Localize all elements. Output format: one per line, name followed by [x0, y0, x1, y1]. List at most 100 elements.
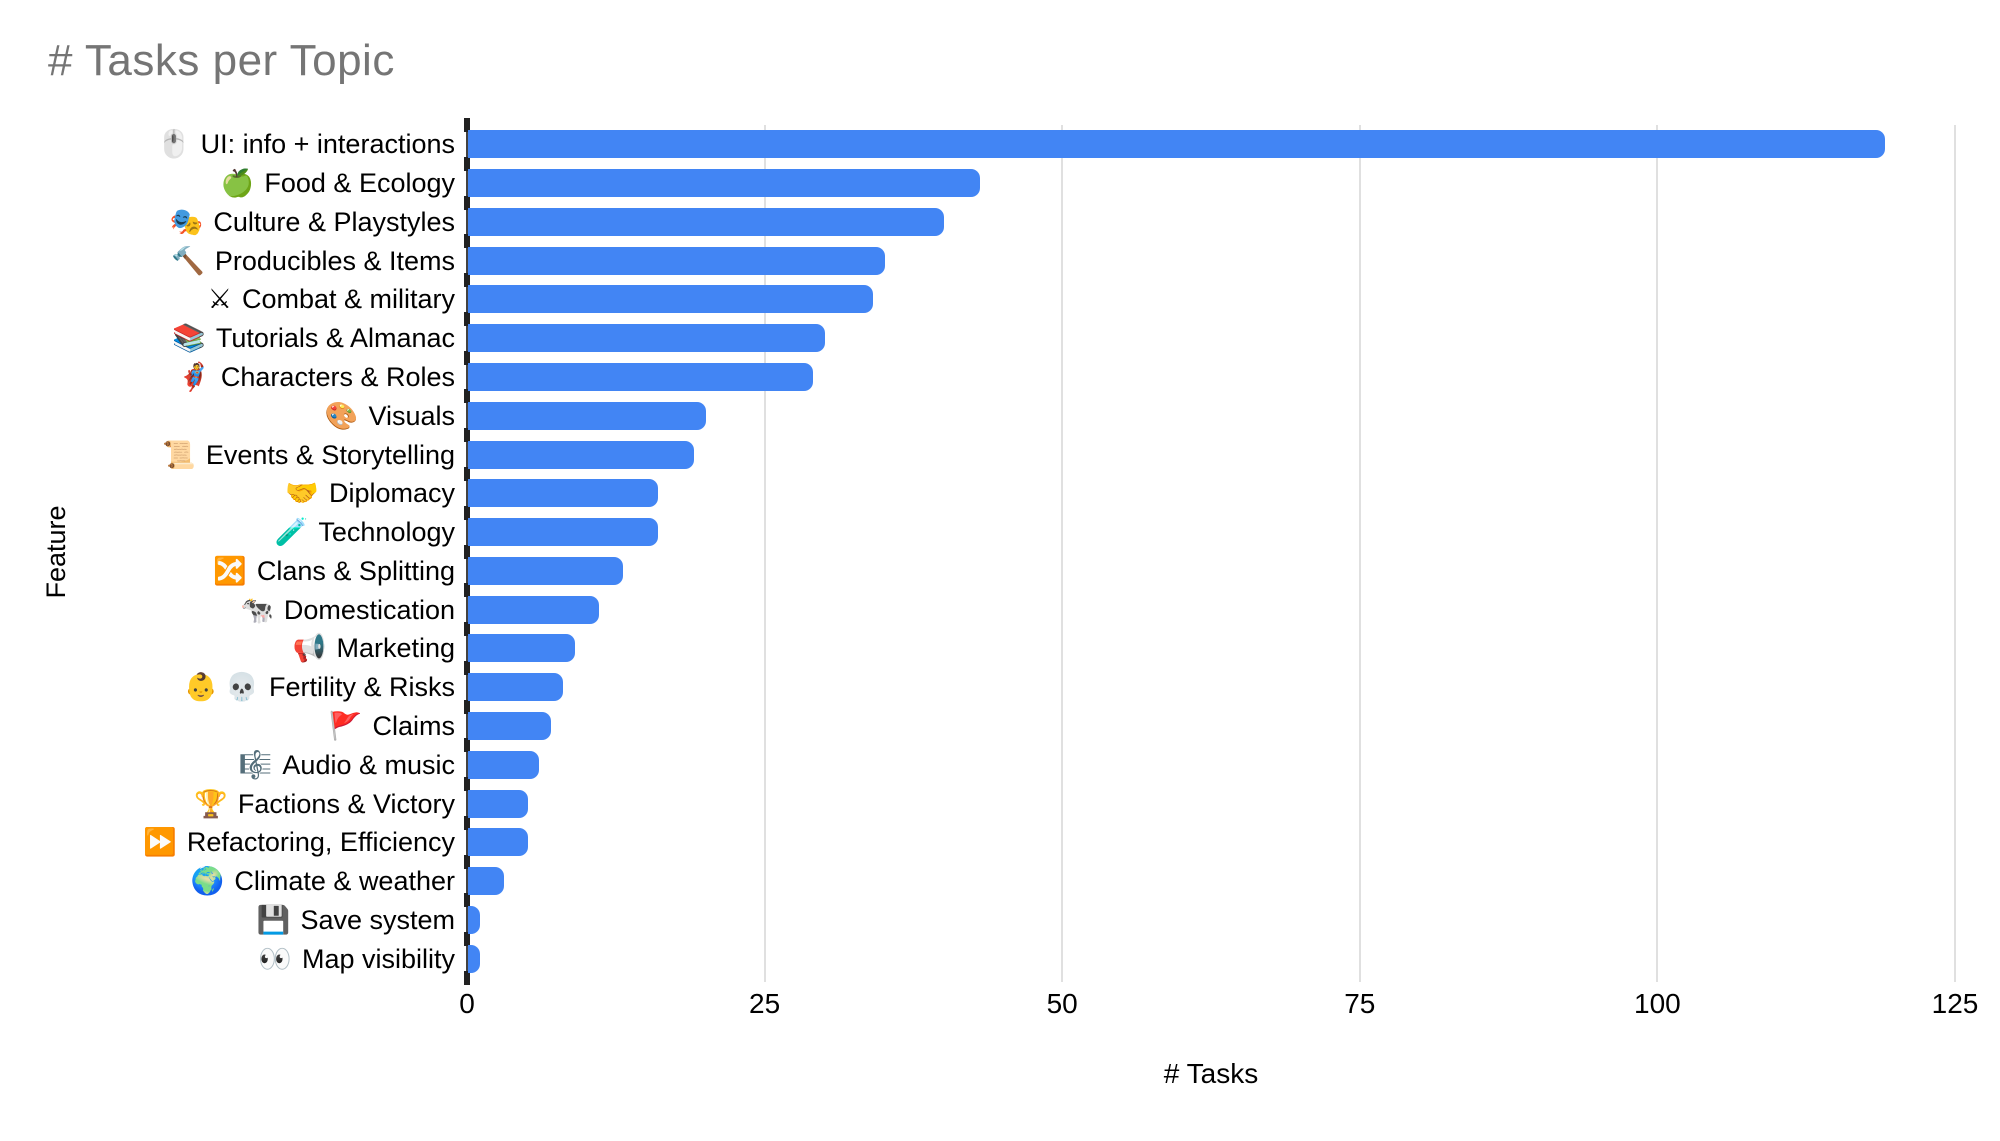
category-bar[interactable] — [468, 634, 576, 663]
category-emoji-icon: 🎼 — [238, 749, 273, 780]
category-bar[interactable] — [468, 750, 540, 779]
axis-tick — [464, 350, 470, 365]
category-label-text: Domestication — [283, 594, 455, 625]
category-bar[interactable] — [468, 595, 599, 624]
category-label: 👀 Map visibility — [0, 940, 455, 978]
axis-tick — [464, 273, 470, 288]
category-bar[interactable] — [468, 130, 1885, 159]
category-bar[interactable] — [468, 518, 659, 547]
category-label: 💾 Save system — [0, 901, 455, 939]
category-emoji-icon: 👀 — [258, 943, 292, 974]
category-label-text: Events & Storytelling — [205, 439, 455, 470]
axis-tick — [464, 118, 470, 132]
axis-tick — [464, 156, 470, 171]
category-label: 🔨 Producibles & Items — [0, 242, 455, 280]
category-bar[interactable] — [468, 556, 623, 585]
axis-tick — [464, 311, 470, 326]
axis-tick — [464, 971, 470, 985]
category-label: 📢 Marketing — [0, 629, 455, 667]
axis-tick — [464, 777, 470, 792]
category-emoji-icon: 🖱️ — [156, 129, 191, 160]
category-emoji-icon: 👶 💀 — [184, 672, 259, 703]
axis-tick — [464, 660, 470, 675]
category-bar[interactable] — [468, 169, 980, 198]
gridline — [1358, 125, 1361, 982]
category-label-text: Characters & Roles — [220, 362, 455, 393]
category-emoji-icon: 💾 — [256, 904, 291, 935]
category-bar[interactable] — [468, 673, 564, 702]
x-tick-label: 50 — [1046, 988, 1078, 1019]
category-bar[interactable] — [468, 867, 504, 896]
category-label: 🚩 Claims — [0, 707, 455, 745]
category-emoji-icon: 📚 — [172, 323, 206, 354]
category-bar[interactable] — [468, 711, 552, 740]
category-bar[interactable] — [468, 828, 528, 857]
category-bar[interactable] — [468, 440, 695, 469]
category-label: 👶 💀 Fertility & Risks — [0, 668, 455, 706]
category-label: 🏆 Factions & Victory — [0, 785, 455, 823]
category-emoji-icon: 🏆 — [194, 788, 228, 819]
category-emoji-icon: 🎨 — [324, 400, 359, 431]
category-label-text: Save system — [300, 904, 455, 935]
axis-tick — [464, 738, 470, 753]
category-label-text: Climate & weather — [234, 866, 455, 897]
category-label-text: Technology — [318, 517, 455, 548]
category-label-text: Claims — [372, 710, 455, 741]
category-label-text: Food & Ecology — [264, 168, 455, 199]
category-bar[interactable] — [468, 246, 885, 275]
category-label-text: Audio & music — [282, 749, 455, 780]
x-tick-label: 0 — [459, 988, 475, 1019]
axis-tick — [464, 466, 470, 481]
category-label: 🍏 Food & Ecology — [0, 164, 455, 202]
category-label-text: Refactoring, Efficiency — [186, 827, 455, 858]
category-bar[interactable] — [468, 479, 659, 508]
category-label: 📜 Events & Storytelling — [0, 436, 455, 474]
category-bar[interactable] — [468, 944, 480, 973]
axis-tick — [464, 854, 470, 869]
category-label: 🔀 Clans & Splitting — [0, 552, 455, 590]
chart-title: # Tasks per Topic — [48, 36, 395, 85]
category-emoji-icon: 🧪 — [274, 517, 309, 548]
axis-tick — [464, 583, 470, 598]
category-bar[interactable] — [468, 207, 945, 236]
category-label-text: Combat & military — [241, 284, 455, 315]
axis-tick — [464, 505, 470, 520]
category-emoji-icon: 🔀 — [213, 555, 247, 586]
category-label: 🤝 Diplomacy — [0, 474, 455, 512]
category-emoji-icon: 🚩 — [328, 710, 363, 741]
category-bar[interactable] — [468, 789, 528, 818]
axis-tick — [464, 932, 470, 947]
axis-tick — [464, 195, 470, 210]
category-bar[interactable] — [468, 905, 480, 934]
category-bar[interactable] — [468, 324, 826, 353]
category-bar[interactable] — [468, 363, 814, 392]
category-emoji-icon: 🦸 — [177, 362, 211, 393]
category-label-text: Producibles & Items — [214, 245, 455, 276]
category-emoji-icon: 🌍 — [190, 866, 225, 897]
axis-tick — [464, 428, 470, 443]
category-label: 🧪 Technology — [0, 513, 455, 551]
category-label-text: UI: info + interactions — [200, 129, 455, 160]
category-emoji-icon: 🐄 — [240, 594, 274, 625]
axis-tick — [464, 622, 470, 637]
axis-tick — [464, 699, 470, 714]
axis-tick — [464, 893, 470, 908]
gridline — [1954, 125, 1956, 982]
x-tick-label: 100 — [1634, 988, 1681, 1019]
category-label-text: Clans & Splitting — [256, 555, 455, 586]
category-emoji-icon: 📢 — [292, 633, 327, 664]
axis-tick — [464, 544, 470, 559]
axis-tick — [464, 389, 470, 404]
category-label: 🦸 Characters & Roles — [0, 358, 455, 396]
x-tick-label: 125 — [1931, 988, 1979, 1019]
category-label: 🌍 Climate & weather — [0, 862, 455, 900]
x-tick-label: 75 — [1344, 988, 1376, 1019]
category-bar[interactable] — [468, 285, 873, 314]
category-bar[interactable] — [468, 401, 707, 430]
category-label-text: Marketing — [336, 633, 455, 664]
category-emoji-icon: 🤝 — [285, 478, 319, 509]
axis-tick — [464, 815, 470, 830]
x-axis-title: # Tasks — [1163, 1058, 1259, 1089]
category-label-text: Tutorials & Almanac — [215, 323, 455, 354]
category-label-text: Factions & Victory — [237, 788, 455, 819]
